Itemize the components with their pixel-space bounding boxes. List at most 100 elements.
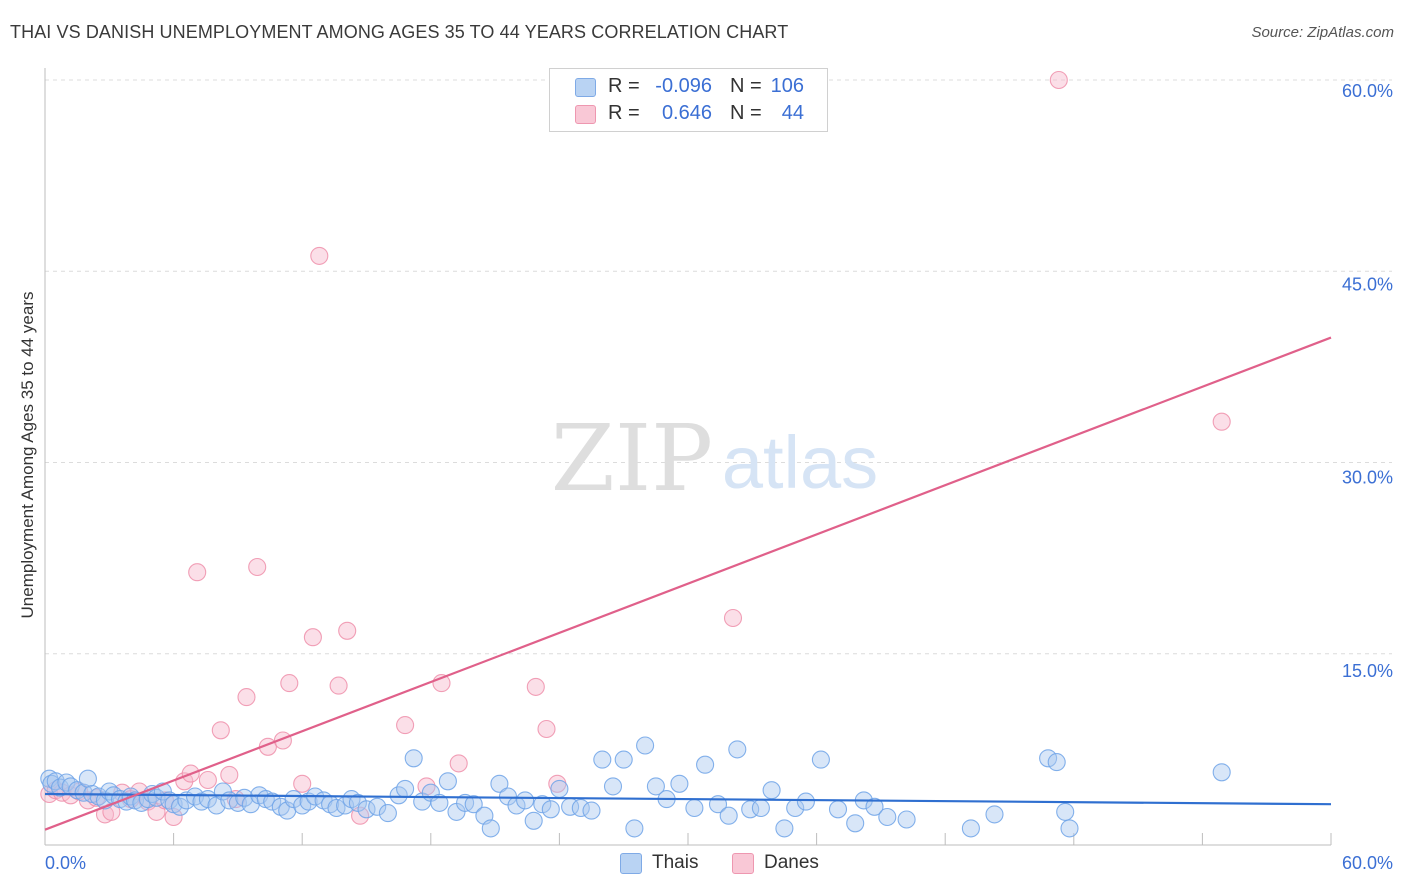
legend-swatch-danes xyxy=(575,105,596,124)
x-tick-label: 0.0% xyxy=(45,853,86,873)
data-point-thais xyxy=(582,801,601,820)
watermark-atlas: atlas xyxy=(722,421,878,504)
data-point-thais xyxy=(396,779,415,798)
watermark-zip: ZIP xyxy=(551,405,713,512)
y-tick-label: 60.0% xyxy=(1342,81,1393,101)
legend-r-value-thais: -0.096 xyxy=(655,75,712,97)
data-point-thais xyxy=(430,793,449,812)
data-point-danes xyxy=(303,628,322,647)
trend-lines xyxy=(44,336,1332,831)
correlation-legend: R = -0.096 N = 106 R = 0.646 N = 44 xyxy=(549,68,828,132)
data-point-thais xyxy=(603,777,623,796)
data-point-thais xyxy=(985,805,1004,824)
data-point-thais xyxy=(170,797,190,816)
data-point-danes xyxy=(293,774,312,793)
data-point-thais xyxy=(541,800,560,819)
data-point-thais xyxy=(878,807,897,827)
data-point-thais xyxy=(846,814,865,833)
data-point-thais xyxy=(1039,749,1058,768)
data-point-thais xyxy=(670,774,689,793)
data-point-thais xyxy=(1056,802,1075,821)
legend-swatch-thais xyxy=(575,78,596,97)
data-point-thais xyxy=(897,810,916,829)
data-point-danes xyxy=(449,754,468,773)
data-point-danes xyxy=(198,770,217,790)
data-point-danes xyxy=(188,563,207,582)
data-point-thais xyxy=(636,736,655,755)
trend-line-thais xyxy=(44,792,1332,806)
data-point-thais xyxy=(762,781,781,800)
data-point-thais xyxy=(696,755,715,774)
data-point-thais xyxy=(571,798,590,818)
data-point-danes xyxy=(329,676,348,695)
data-point-thais xyxy=(614,750,633,769)
y-axis-title: Unemployment Among Ages 35 to 44 years xyxy=(18,291,37,619)
data-point-thais xyxy=(961,819,980,838)
data-point-thais xyxy=(438,772,457,791)
data-point-thais xyxy=(796,792,815,811)
bottom-legend-label-danes: Danes xyxy=(764,852,819,873)
x-tick-label: 60.0% xyxy=(1342,853,1393,873)
axes xyxy=(44,68,1332,846)
data-point-danes xyxy=(1049,70,1068,90)
data-point-danes xyxy=(1212,412,1231,431)
data-point-thais xyxy=(646,777,665,796)
bottom-legend-swatch-thais xyxy=(620,853,642,874)
data-point-thais xyxy=(516,791,535,810)
y-tick-label: 30.0% xyxy=(1342,468,1393,488)
data-point-thais xyxy=(1047,753,1066,772)
bottom-legend-label-thais: Thais xyxy=(652,852,699,873)
data-point-thais xyxy=(481,819,500,838)
watermark: ZIP atlas xyxy=(551,405,878,512)
data-point-thais xyxy=(775,819,794,838)
data-point-thais xyxy=(235,788,254,807)
data-point-danes xyxy=(723,608,743,628)
trend-line-danes xyxy=(44,336,1332,831)
data-point-danes xyxy=(310,246,329,265)
legend-r-value-danes: 0.646 xyxy=(661,102,712,124)
data-point-thais xyxy=(378,804,397,823)
data-point-thais xyxy=(719,806,738,825)
data-point-thais xyxy=(828,800,848,819)
tick-labels: 15.0% 30.0% 45.0% 60.0% 0.0% 60.0% xyxy=(45,81,1393,873)
data-point-thais xyxy=(685,798,704,818)
data-point-thais xyxy=(811,750,830,769)
data-point-thais xyxy=(593,750,612,769)
data-point-danes xyxy=(211,721,230,740)
data-point-danes xyxy=(526,677,545,696)
data-point-thais xyxy=(263,792,282,811)
data-point-danes xyxy=(220,765,239,784)
data-point-danes xyxy=(248,557,267,577)
legend-n-value-thais: 106 xyxy=(770,75,804,97)
legend-row-thais: R = -0.096 N = 106 xyxy=(550,73,827,101)
y-tick-label: 15.0% xyxy=(1342,661,1393,681)
data-point-thais xyxy=(78,769,97,788)
gridlines xyxy=(45,79,1392,655)
source-label: Source: ZipAtlas.com xyxy=(1251,24,1394,41)
legend-n-label: N = xyxy=(730,102,762,124)
data-point-thais xyxy=(533,795,552,814)
data-point-thais xyxy=(490,774,509,793)
legend-n-value-danes: 44 xyxy=(781,102,804,124)
data-point-thais xyxy=(1212,763,1231,782)
data-point-thais xyxy=(625,819,644,838)
data-point-thais xyxy=(550,779,569,798)
y-tick-label: 45.0% xyxy=(1342,274,1393,294)
data-point-thais xyxy=(865,797,884,816)
data-point-thais xyxy=(368,797,387,816)
series-thais-points xyxy=(40,736,1231,838)
legend-r-label: R = xyxy=(608,102,640,124)
data-point-thais xyxy=(404,749,423,768)
data-point-danes xyxy=(280,674,299,693)
bottom-legend-swatch-danes xyxy=(732,853,754,874)
data-point-thais xyxy=(357,800,376,819)
data-point-danes xyxy=(537,719,556,739)
data-point-danes xyxy=(338,621,357,640)
data-point-thais xyxy=(464,795,483,814)
data-point-thais xyxy=(524,811,543,830)
chart-title: THAI VS DANISH UNEMPLOYMENT AMONG AGES 3… xyxy=(10,22,789,42)
data-point-danes xyxy=(237,688,256,707)
data-point-thais xyxy=(751,798,770,818)
data-point-thais xyxy=(389,786,408,805)
